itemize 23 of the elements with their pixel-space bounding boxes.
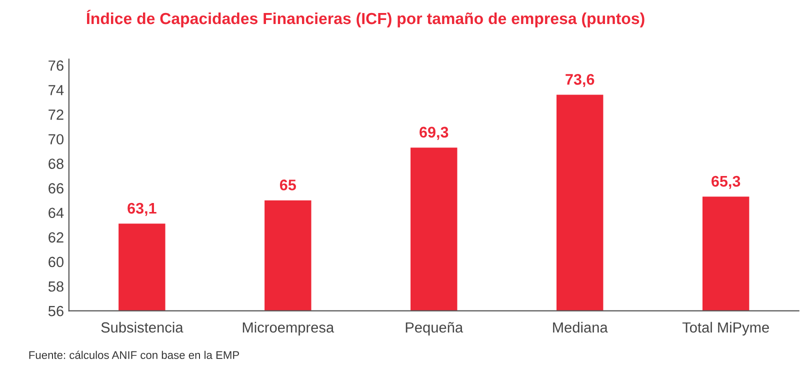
data-label: 63,1 (128, 202, 156, 216)
data-label: 65,3 (712, 176, 740, 189)
x-tick-label: Microempresa (242, 322, 334, 336)
y-tick-label: 70 (48, 134, 64, 144)
x-tick-label: Subsistencia (101, 322, 184, 333)
y-tick-label: 58 (48, 281, 64, 292)
chart-title: Índice de Capacidades Financieras (ICF) por tamaño de empresa (puntos) (86, 10, 644, 28)
x-tick-label: Mediana (553, 322, 608, 333)
y-tick-label: 56 (48, 306, 64, 316)
data-label: 65 (280, 180, 296, 190)
y-tick-label: 60 (48, 256, 64, 268)
x-tick-label: Total MiPyme (682, 322, 769, 336)
data-label: 69,3 (420, 126, 448, 140)
y-tick-label: 76 (48, 60, 64, 71)
y-tick-label: 68 (48, 158, 64, 169)
data-label: 73,6 (566, 74, 594, 88)
y-tick-label: 66 (48, 183, 64, 194)
x-tick-label: Pequeña (406, 322, 464, 336)
y-tick-label: 62 (48, 232, 64, 243)
y-tick-label: 72 (48, 110, 64, 120)
y-tick-label: 74 (48, 85, 64, 96)
y-tick-label: 64 (48, 208, 64, 218)
source-note: Fuente: cálculos ANIF con base en la EMP (29, 350, 240, 360)
